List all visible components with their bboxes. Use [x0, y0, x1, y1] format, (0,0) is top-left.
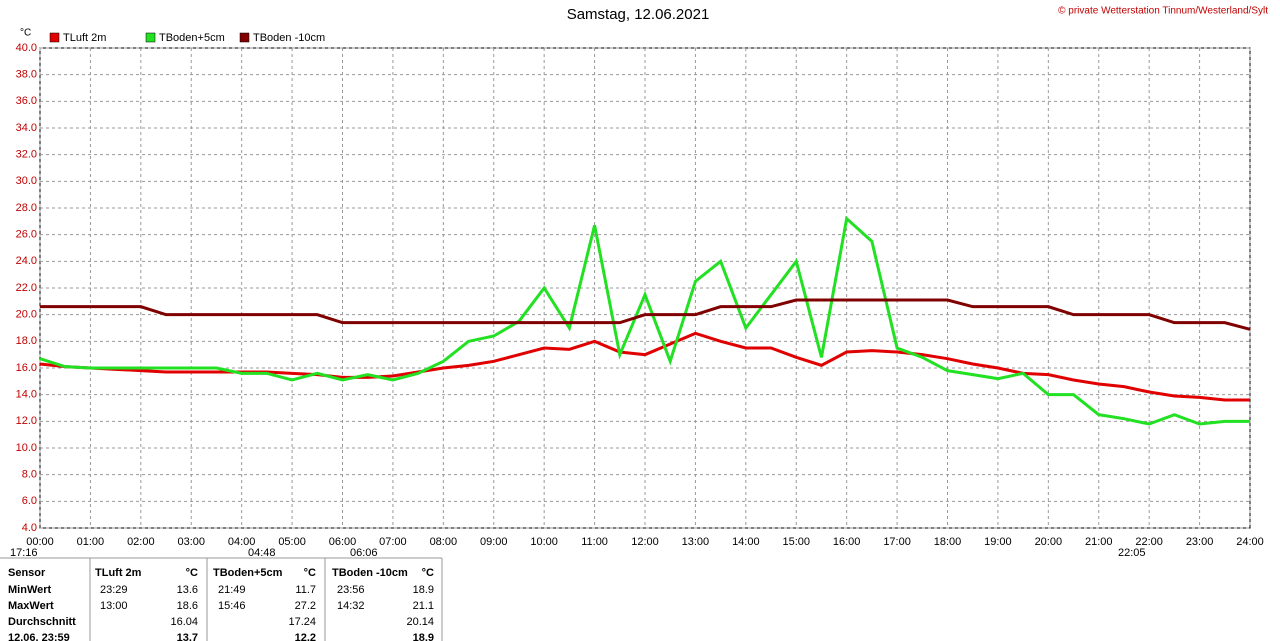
table-cell: 21.1: [413, 600, 434, 612]
x-tick-label: 04:00: [228, 536, 256, 548]
y-tick-label: 18.0: [16, 335, 37, 347]
series-line: [39, 215, 1250, 426]
y-tick-label: 10.0: [16, 442, 37, 454]
time-annotation: 04:48: [248, 547, 276, 559]
table-cell: 27.2: [295, 600, 316, 612]
x-tick-label: 07:00: [379, 536, 407, 548]
time-annotation: 17:16: [10, 547, 38, 559]
table-cell: 18.6: [177, 600, 198, 612]
y-tick-label: 16.0: [16, 362, 37, 374]
x-tick-label: 15:00: [782, 536, 810, 548]
x-tick-label: 18:00: [934, 536, 962, 548]
y-unit: °C: [20, 28, 31, 39]
y-tick-label: 38.0: [16, 69, 37, 81]
x-tick-label: 14:00: [732, 536, 760, 548]
table-cell: 14:32: [337, 600, 365, 612]
y-tick-label: 34.0: [16, 122, 37, 134]
x-tick-label: 02:00: [127, 536, 155, 548]
chart-title: Samstag, 12.06.2021: [567, 6, 710, 23]
copyright: © private Wetterstation Tinnum/Westerlan…: [1058, 6, 1268, 17]
legend-swatch: [49, 32, 60, 43]
table-cell: 23:29: [100, 584, 128, 596]
table-cell: 18.9: [413, 584, 434, 596]
table-header: TBoden+5cm: [213, 567, 283, 579]
legend-swatch: [239, 32, 250, 43]
table-cell: 12.2: [295, 632, 316, 641]
y-tick-label: 32.0: [16, 149, 37, 161]
x-tick-label: 09:00: [480, 536, 508, 548]
x-tick-label: 01:00: [77, 536, 105, 548]
y-tick-label: 24.0: [16, 255, 37, 267]
table-header: TLuft 2m: [95, 567, 142, 579]
table-cell: 17.24: [288, 616, 316, 628]
x-tick-label: 22:00: [1135, 536, 1163, 548]
table-cell: 13.6: [177, 584, 198, 596]
y-tick-label: 28.0: [16, 202, 37, 214]
legend-label: TLuft 2m: [63, 32, 106, 44]
x-tick-label: 17:00: [883, 536, 911, 548]
y-tick-label: 12.0: [16, 415, 37, 427]
table-cell: 13.7: [177, 632, 198, 641]
table-header: °C: [186, 567, 198, 579]
table-cell: 16.04: [170, 616, 198, 628]
table-cell: MaxWert: [8, 600, 54, 612]
x-tick-label: 05:00: [278, 536, 306, 548]
x-tick-label: 24:00: [1236, 536, 1264, 548]
table-cell: 21:49: [218, 584, 246, 596]
y-tick-label: 6.0: [22, 495, 37, 507]
series-line: [40, 298, 1251, 331]
table-header: Sensor: [8, 567, 46, 579]
table-header: TBoden -10cm: [332, 567, 408, 579]
time-annotation: 22:05: [1118, 547, 1146, 559]
table-cell: Durchschnitt: [8, 616, 76, 628]
x-tick-label: 12:00: [631, 536, 659, 548]
y-tick-label: 4.0: [22, 522, 37, 534]
table-cell: 15:46: [218, 600, 246, 612]
x-tick-label: 19:00: [984, 536, 1012, 548]
table-cell: 20.14: [406, 616, 434, 628]
table-cell: 12.06. 23:59: [8, 632, 70, 641]
y-tick-label: 26.0: [16, 229, 37, 241]
table-header: °C: [304, 567, 316, 579]
x-tick-label: 08:00: [430, 536, 458, 548]
table-cell: 13:00: [100, 600, 128, 612]
legend-label: TBoden+5cm: [159, 32, 225, 44]
legend-swatch: [145, 32, 156, 43]
x-tick-label: 10:00: [530, 536, 558, 548]
y-tick-label: 40.0: [16, 42, 37, 54]
table-cell: MinWert: [8, 584, 52, 596]
x-tick-label: 16:00: [833, 536, 861, 548]
x-tick-label: 03:00: [177, 536, 205, 548]
x-tick-label: 23:00: [1186, 536, 1214, 548]
y-tick-label: 30.0: [16, 175, 37, 187]
y-tick-label: 22.0: [16, 282, 37, 294]
x-tick-label: 11:00: [581, 536, 608, 548]
x-tick-label: 00:00: [26, 536, 54, 548]
y-tick-label: 36.0: [16, 95, 37, 107]
y-tick-label: 8.0: [22, 469, 37, 481]
y-tick-label: 14.0: [16, 389, 37, 401]
x-tick-label: 06:00: [329, 536, 357, 548]
table-cell: 18.9: [413, 632, 434, 641]
legend-label: TBoden -10cm: [253, 32, 325, 44]
x-tick-label: 13:00: [682, 536, 710, 548]
time-annotation: 06:06: [350, 547, 378, 559]
y-tick-label: 20.0: [16, 309, 37, 321]
table-cell: 11.7: [295, 584, 316, 596]
table-header: °C: [422, 567, 434, 579]
x-tick-label: 21:00: [1085, 536, 1113, 548]
x-tick-label: 20:00: [1035, 536, 1063, 548]
table-cell: 23:56: [337, 584, 365, 596]
